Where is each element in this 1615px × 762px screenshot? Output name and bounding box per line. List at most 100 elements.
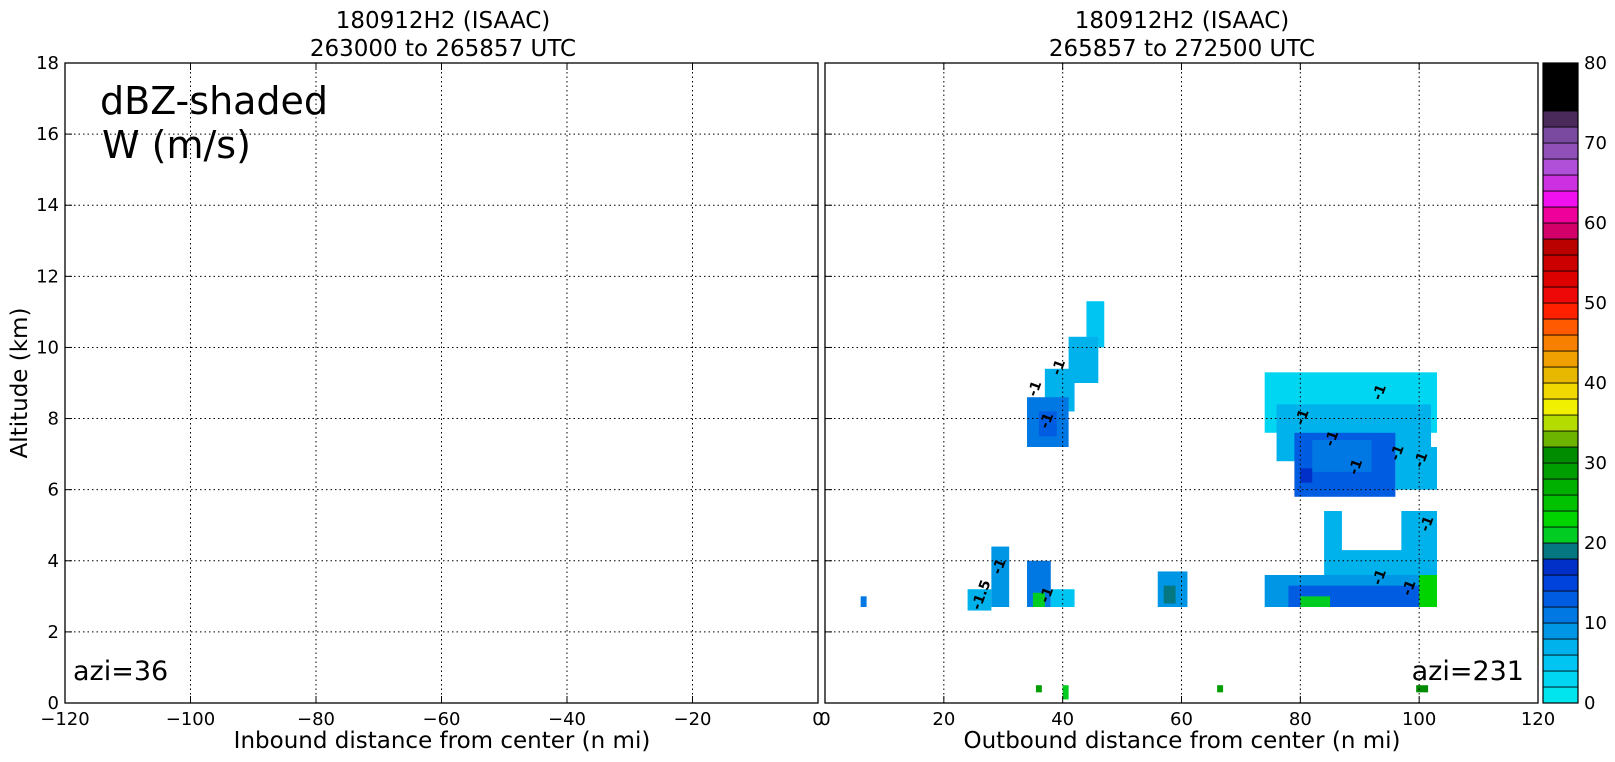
colorbar-block — [1542, 654, 1579, 672]
colorbar-block — [1542, 606, 1579, 624]
colorbar-frame — [1542, 62, 1579, 704]
colorbar-block — [1542, 110, 1579, 128]
contour-label: -1 — [1411, 450, 1431, 470]
x-tick-label: 0 — [819, 709, 830, 730]
colorbar-block — [1542, 302, 1579, 320]
colorbar: 0 10 20 30 40 50 60 70 80 — [1542, 53, 1607, 714]
y-tick-label: 14 — [36, 195, 59, 216]
dbz-cell — [1341, 500, 1402, 551]
colorbar-block — [1542, 574, 1579, 592]
dbz-cell — [1416, 685, 1429, 693]
dbz-cell — [1300, 596, 1331, 607]
colorbar-block — [1542, 638, 1579, 656]
right-x-ticks: 0 20 40 60 80 100 120 — [819, 63, 1555, 730]
dbz-cell — [1217, 685, 1224, 693]
colorbar-block — [1542, 126, 1579, 144]
x-tick-label: 80 — [1289, 709, 1312, 730]
colorbar-tick-label: 10 — [1584, 613, 1607, 634]
x-tick-label: −40 — [548, 709, 586, 730]
legend-annotation-w: W (m/s) — [102, 123, 251, 167]
left-azimuth-label: azi=36 — [73, 656, 168, 687]
x-tick-label: 100 — [1402, 709, 1436, 730]
colorbar-block — [1542, 142, 1579, 160]
contour-label: -1 — [1399, 578, 1419, 598]
colorbar-block — [1542, 254, 1579, 272]
colorbar-block — [1542, 158, 1579, 176]
right-dbz-shading — [860, 301, 1437, 700]
colorbar-block — [1542, 318, 1579, 336]
dbz-cell — [1419, 575, 1437, 607]
colorbar-block — [1542, 622, 1579, 640]
colorbar-ticks: 0 10 20 30 40 50 60 70 80 — [1584, 53, 1607, 714]
colorbar-block — [1542, 542, 1579, 560]
colorbar-tick-label: 60 — [1584, 213, 1607, 234]
colorbar-block — [1542, 206, 1579, 224]
legend-annotation-dbz: dBZ-shaded — [100, 79, 328, 123]
right-grid — [825, 63, 1538, 703]
dbz-cell — [1312, 439, 1372, 472]
colorbar-block — [1542, 462, 1579, 480]
left-title-line1: 180912H2 (ISAAC) — [336, 8, 551, 34]
dbz-cell — [1086, 301, 1105, 348]
colorbar-block — [1542, 494, 1579, 512]
colorbar-block — [1542, 430, 1579, 448]
colorbar-block — [1542, 190, 1579, 208]
colorbar-block — [1542, 334, 1579, 352]
x-tick-label: 40 — [1051, 709, 1074, 730]
colorbar-block — [1542, 670, 1579, 688]
dbz-cell — [1035, 685, 1042, 693]
contour-label: -1 — [1346, 457, 1366, 477]
y-axis-label: Altitude (km) — [7, 308, 33, 459]
colorbar-block — [1542, 62, 1579, 80]
colorbar-block — [1542, 558, 1579, 576]
contour-label: -1 — [1370, 382, 1390, 402]
colorbar-block — [1542, 174, 1579, 192]
dbz-cell — [1050, 589, 1075, 607]
contour-label: -1 — [1037, 411, 1057, 431]
colorbar-tick-label: 80 — [1584, 53, 1607, 74]
colorbar-tick-label: 0 — [1584, 693, 1595, 714]
right-x-axis-label: Outbound distance from center (n mi) — [964, 728, 1401, 754]
contour-label: -1 — [1322, 428, 1342, 448]
left-grid — [65, 63, 818, 703]
y-tick-label: 10 — [36, 337, 59, 358]
contour-label: -1 — [989, 556, 1009, 576]
right-title-line1: 180912H2 (ISAAC) — [1075, 8, 1290, 34]
right-azimuth-label: azi=231 — [1412, 656, 1524, 687]
right-panel: 180912H2 (ISAAC) 265857 to 272500 UTC -1… — [819, 8, 1555, 754]
colorbar-block — [1542, 382, 1579, 400]
dbz-cell — [1395, 447, 1437, 490]
x-tick-label: −80 — [297, 709, 335, 730]
colorbar-block — [1542, 446, 1579, 464]
colorbar-block — [1542, 286, 1579, 304]
x-tick-label: 120 — [1521, 709, 1555, 730]
left-title-line2: 263000 to 265857 UTC — [310, 36, 576, 62]
colorbar-tick-label: 70 — [1584, 133, 1607, 154]
dbz-cell — [967, 589, 992, 611]
y-tick-label: 18 — [36, 53, 59, 74]
dbz-cell — [1300, 468, 1313, 483]
x-tick-label: −100 — [166, 709, 215, 730]
contour-label: -1 — [1025, 379, 1045, 399]
dbz-cell — [1038, 411, 1057, 437]
colorbar-block — [1542, 526, 1579, 544]
y-tick-label: 16 — [36, 124, 59, 145]
colorbar-block — [1542, 510, 1579, 528]
y-tick-label: 6 — [48, 480, 59, 501]
x-tick-label: −60 — [423, 709, 461, 730]
colorbar-block — [1542, 94, 1579, 112]
colorbar-tick-label: 50 — [1584, 293, 1607, 314]
right-w-contour-labels: -1-1-1-1-1-1-1-1 -1-1-1-1.5 -1-1-1 — [969, 357, 1438, 612]
colorbar-tick-label: 30 — [1584, 453, 1607, 474]
colorbar-block — [1542, 78, 1579, 96]
contour-label: -1 — [1037, 585, 1057, 605]
dbz-cell — [991, 546, 1010, 607]
colorbar-block — [1542, 398, 1579, 416]
colorbar-block — [1542, 590, 1579, 608]
y-tick-label: 2 — [48, 622, 59, 643]
colorbar-block — [1542, 478, 1579, 496]
colorbar-block — [1542, 350, 1579, 368]
x-tick-label: −120 — [40, 709, 89, 730]
right-title-line2: 265857 to 272500 UTC — [1049, 36, 1315, 62]
contour-label: -1 — [1387, 443, 1407, 463]
